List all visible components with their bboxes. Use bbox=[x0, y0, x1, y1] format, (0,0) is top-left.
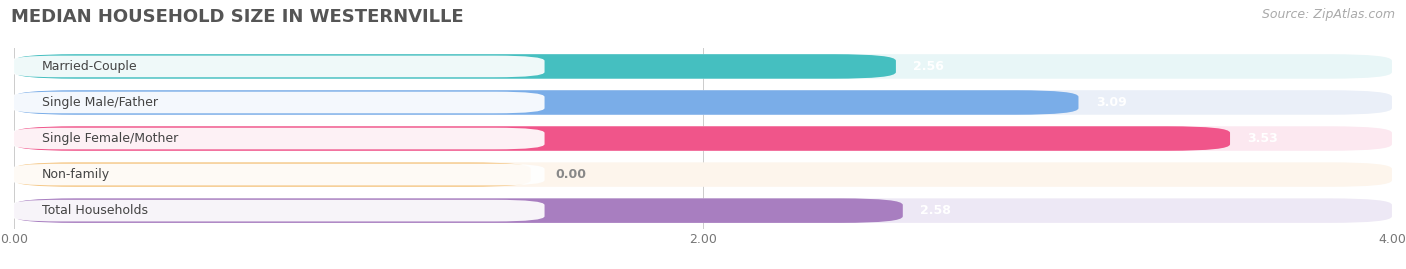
FancyBboxPatch shape bbox=[14, 54, 896, 79]
FancyBboxPatch shape bbox=[14, 198, 903, 223]
Text: Source: ZipAtlas.com: Source: ZipAtlas.com bbox=[1261, 8, 1395, 21]
FancyBboxPatch shape bbox=[14, 126, 1230, 151]
FancyBboxPatch shape bbox=[14, 162, 1392, 187]
FancyBboxPatch shape bbox=[14, 90, 1392, 115]
FancyBboxPatch shape bbox=[11, 200, 544, 221]
FancyBboxPatch shape bbox=[11, 92, 544, 113]
FancyBboxPatch shape bbox=[14, 90, 1078, 115]
Text: 3.09: 3.09 bbox=[1095, 96, 1126, 109]
FancyBboxPatch shape bbox=[11, 164, 544, 185]
FancyBboxPatch shape bbox=[14, 126, 1392, 151]
Text: Non-family: Non-family bbox=[42, 168, 110, 181]
FancyBboxPatch shape bbox=[11, 56, 544, 77]
Text: 2.56: 2.56 bbox=[912, 60, 943, 73]
Text: Total Households: Total Households bbox=[42, 204, 148, 217]
Text: Single Male/Father: Single Male/Father bbox=[42, 96, 157, 109]
Text: 2.58: 2.58 bbox=[920, 204, 950, 217]
FancyBboxPatch shape bbox=[14, 54, 1392, 79]
Text: Married-Couple: Married-Couple bbox=[42, 60, 138, 73]
FancyBboxPatch shape bbox=[11, 128, 544, 149]
FancyBboxPatch shape bbox=[14, 162, 531, 187]
Text: 0.00: 0.00 bbox=[555, 168, 586, 181]
Text: 3.53: 3.53 bbox=[1247, 132, 1278, 145]
Text: MEDIAN HOUSEHOLD SIZE IN WESTERNVILLE: MEDIAN HOUSEHOLD SIZE IN WESTERNVILLE bbox=[11, 8, 464, 26]
FancyBboxPatch shape bbox=[14, 198, 1392, 223]
Text: Single Female/Mother: Single Female/Mother bbox=[42, 132, 179, 145]
